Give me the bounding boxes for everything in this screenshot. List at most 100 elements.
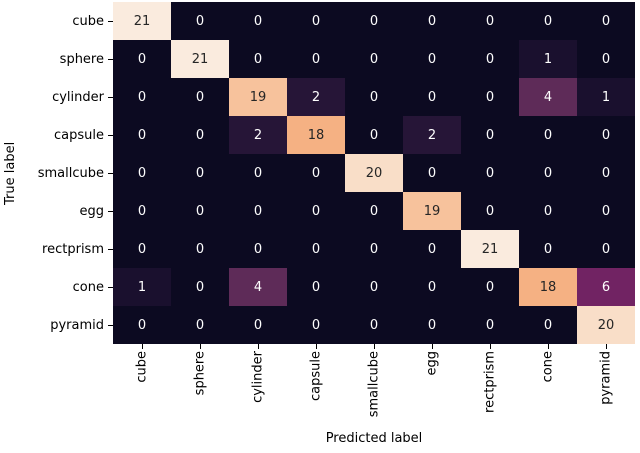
cell-cylinder-pyramid: 1 bbox=[577, 78, 635, 116]
cell-capsule-smallcube: 0 bbox=[345, 116, 403, 154]
y-tick-mark bbox=[108, 59, 113, 60]
x-tick-mark bbox=[490, 344, 491, 349]
cell-pyramid-cube: 0 bbox=[113, 306, 171, 344]
cell-pyramid-rectprism: 0 bbox=[461, 306, 519, 344]
cell-rectprism-rectprism: 21 bbox=[461, 230, 519, 268]
cell-cylinder-sphere: 0 bbox=[171, 78, 229, 116]
cell-egg-pyramid: 0 bbox=[577, 192, 635, 230]
y-tick-mark bbox=[108, 21, 113, 22]
cell-cone-cylinder: 4 bbox=[229, 268, 287, 306]
cell-sphere-cylinder: 0 bbox=[229, 40, 287, 78]
cell-cone-pyramid: 6 bbox=[577, 268, 635, 306]
cell-cone-sphere: 0 bbox=[171, 268, 229, 306]
cell-rectprism-pyramid: 0 bbox=[577, 230, 635, 268]
y-tick-mark bbox=[108, 287, 113, 288]
x-axis-label: Predicted label bbox=[325, 431, 423, 446]
x-tick-mark bbox=[142, 344, 143, 349]
cell-cylinder-smallcube: 0 bbox=[345, 78, 403, 116]
y-axis-tick-labels: cube sphere cylinder capsule smallcube egg rec… bbox=[0, 2, 104, 344]
cell-cone-rectprism: 0 bbox=[461, 268, 519, 306]
cell-cylinder-capsule: 2 bbox=[287, 78, 345, 116]
cell-capsule-cone: 0 bbox=[519, 116, 577, 154]
cell-egg-cylinder: 0 bbox=[229, 192, 287, 230]
cell-sphere-rectprism: 0 bbox=[461, 40, 519, 78]
cell-capsule-rectprism: 0 bbox=[461, 116, 519, 154]
cell-smallcube-cylinder: 0 bbox=[229, 154, 287, 192]
cell-pyramid-cone: 0 bbox=[519, 306, 577, 344]
cell-cylinder-cone: 4 bbox=[519, 78, 577, 116]
y-tick-mark bbox=[108, 325, 113, 326]
x-tick-mark bbox=[316, 344, 317, 349]
y-tick-mark bbox=[108, 211, 113, 212]
y-tick-mark bbox=[108, 135, 113, 136]
cell-cone-cone: 18 bbox=[519, 268, 577, 306]
cell-cube-egg: 0 bbox=[403, 2, 461, 40]
cell-smallcube-egg: 0 bbox=[403, 154, 461, 192]
x-tick-label-rectprism: rectprism bbox=[482, 351, 498, 413]
cell-sphere-capsule: 0 bbox=[287, 40, 345, 78]
y-tick-label-egg: egg bbox=[79, 203, 104, 219]
x-tick-label-cylinder: cylinder bbox=[250, 351, 266, 403]
cell-smallcube-cone: 0 bbox=[519, 154, 577, 192]
cell-egg-egg: 19 bbox=[403, 192, 461, 230]
cell-egg-capsule: 0 bbox=[287, 192, 345, 230]
cell-cube-cube: 21 bbox=[113, 2, 171, 40]
cell-egg-sphere: 0 bbox=[171, 192, 229, 230]
y-tick-mark bbox=[108, 249, 113, 250]
cell-cylinder-cube: 0 bbox=[113, 78, 171, 116]
x-tick-label-capsule: capsule bbox=[308, 351, 324, 401]
x-tick-mark bbox=[200, 344, 201, 349]
cell-pyramid-capsule: 0 bbox=[287, 306, 345, 344]
cell-capsule-egg: 2 bbox=[403, 116, 461, 154]
cell-egg-smallcube: 0 bbox=[345, 192, 403, 230]
cell-cylinder-rectprism: 0 bbox=[461, 78, 519, 116]
cell-sphere-cone: 1 bbox=[519, 40, 577, 78]
cell-pyramid-pyramid: 20 bbox=[577, 306, 635, 344]
cell-cube-cylinder: 0 bbox=[229, 2, 287, 40]
cell-rectprism-egg: 0 bbox=[403, 230, 461, 268]
cell-egg-rectprism: 0 bbox=[461, 192, 519, 230]
cell-pyramid-smallcube: 0 bbox=[345, 306, 403, 344]
y-tick-mark bbox=[108, 97, 113, 98]
cell-cone-smallcube: 0 bbox=[345, 268, 403, 306]
y-tick-label-capsule: capsule bbox=[54, 127, 104, 143]
cell-cube-sphere: 0 bbox=[171, 2, 229, 40]
y-axis-label: True label bbox=[3, 141, 18, 205]
cell-sphere-egg: 0 bbox=[403, 40, 461, 78]
cell-rectprism-cube: 0 bbox=[113, 230, 171, 268]
cell-sphere-cube: 0 bbox=[113, 40, 171, 78]
y-tick-label-rectprism: rectprism bbox=[42, 241, 104, 257]
cell-pyramid-cylinder: 0 bbox=[229, 306, 287, 344]
heatmap-grid: 21 0 0 0 0 0 0 0 0 0 21 0 0 0 0 0 1 0 0 0 19 2 0 0 0 4 1 0 0 2 18 0 2 0 0 0… bbox=[113, 2, 635, 344]
cell-pyramid-sphere: 0 bbox=[171, 306, 229, 344]
x-tick-label-cone: cone bbox=[540, 351, 556, 383]
cell-capsule-cube: 0 bbox=[113, 116, 171, 154]
cell-cone-capsule: 0 bbox=[287, 268, 345, 306]
y-tick-label-smallcube: smallcube bbox=[37, 165, 104, 181]
x-tick-label-smallcube: smallcube bbox=[366, 351, 382, 418]
cell-cylinder-egg: 0 bbox=[403, 78, 461, 116]
x-tick-mark bbox=[548, 344, 549, 349]
cell-cube-cone: 0 bbox=[519, 2, 577, 40]
cell-rectprism-cylinder: 0 bbox=[229, 230, 287, 268]
cell-sphere-pyramid: 0 bbox=[577, 40, 635, 78]
cell-smallcube-smallcube: 20 bbox=[345, 154, 403, 192]
cell-cube-capsule: 0 bbox=[287, 2, 345, 40]
cell-capsule-pyramid: 0 bbox=[577, 116, 635, 154]
cell-cube-smallcube: 0 bbox=[345, 2, 403, 40]
x-tick-mark bbox=[374, 344, 375, 349]
cell-cylinder-cylinder: 19 bbox=[229, 78, 287, 116]
x-tick-label-sphere: sphere bbox=[192, 351, 208, 396]
cell-rectprism-capsule: 0 bbox=[287, 230, 345, 268]
cell-egg-cone: 0 bbox=[519, 192, 577, 230]
cell-rectprism-cone: 0 bbox=[519, 230, 577, 268]
cell-smallcube-rectprism: 0 bbox=[461, 154, 519, 192]
cell-cone-egg: 0 bbox=[403, 268, 461, 306]
y-tick-label-cube: cube bbox=[72, 13, 104, 29]
y-tick-mark bbox=[108, 173, 113, 174]
cell-smallcube-cube: 0 bbox=[113, 154, 171, 192]
cell-capsule-capsule: 18 bbox=[287, 116, 345, 154]
x-tick-label-cube: cube bbox=[134, 351, 150, 383]
cell-capsule-sphere: 0 bbox=[171, 116, 229, 154]
